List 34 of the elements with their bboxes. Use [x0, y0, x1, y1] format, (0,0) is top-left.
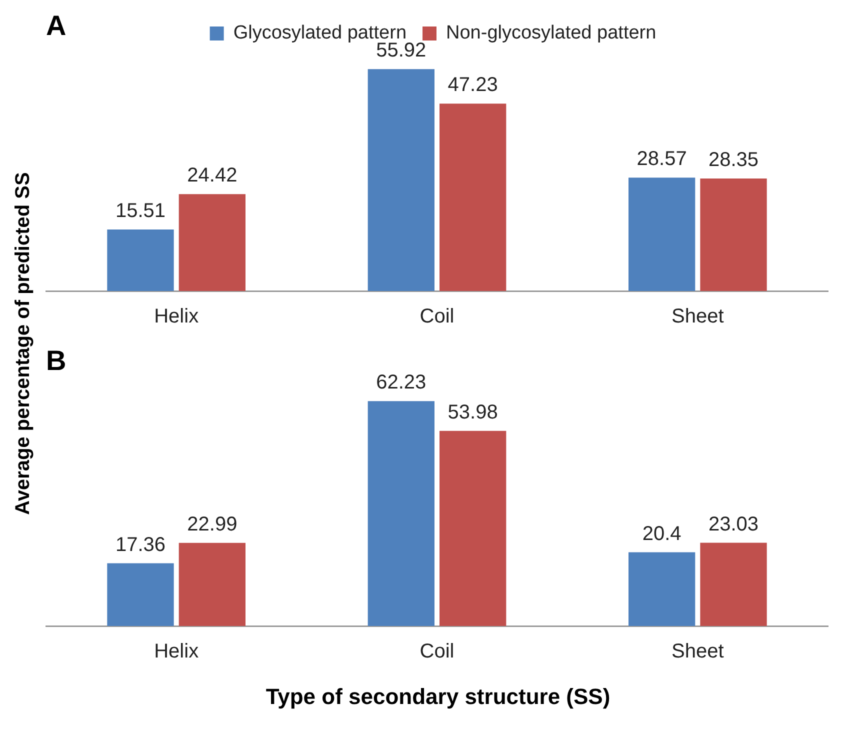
- data-label: 28.57: [636, 148, 687, 170]
- data-label: 23.03: [708, 513, 759, 536]
- data-label: 20.4: [642, 522, 682, 545]
- bar: [440, 104, 506, 291]
- bar: [628, 178, 696, 291]
- x-axis-title: Type of secondary structure (SS): [264, 684, 612, 710]
- x-tick-label: Helix: [154, 640, 199, 663]
- bar: [178, 542, 246, 626]
- bar: [368, 69, 434, 291]
- data-label: 15.51: [115, 200, 166, 222]
- bar: [178, 194, 246, 291]
- data-label: 28.35: [708, 149, 759, 172]
- bar: [107, 229, 174, 291]
- bar: [107, 563, 174, 626]
- y-axis-title: Average percentage of predicted SS: [12, 172, 34, 514]
- data-label: 47.23: [448, 74, 498, 96]
- x-tick-label: Coil: [420, 640, 454, 663]
- bar: [440, 430, 506, 626]
- x-tick-label: Coil: [420, 306, 454, 328]
- bar: [628, 552, 696, 626]
- x-tick-label: Sheet: [672, 306, 724, 328]
- bar: [700, 178, 767, 291]
- data-label: 24.42: [187, 164, 238, 187]
- data-label: 17.36: [115, 534, 166, 556]
- legend-label: Non-glycosylated pattern: [446, 22, 656, 44]
- data-label: 53.98: [448, 401, 498, 424]
- x-tick-label: Sheet: [672, 640, 724, 663]
- chart-title: A: [46, 10, 66, 42]
- bar: [700, 542, 767, 626]
- bar: [368, 401, 434, 626]
- data-label: 62.23: [376, 372, 426, 394]
- data-label: 22.99: [187, 513, 238, 536]
- chart-title: B: [46, 345, 66, 377]
- x-tick-label: Helix: [154, 306, 199, 328]
